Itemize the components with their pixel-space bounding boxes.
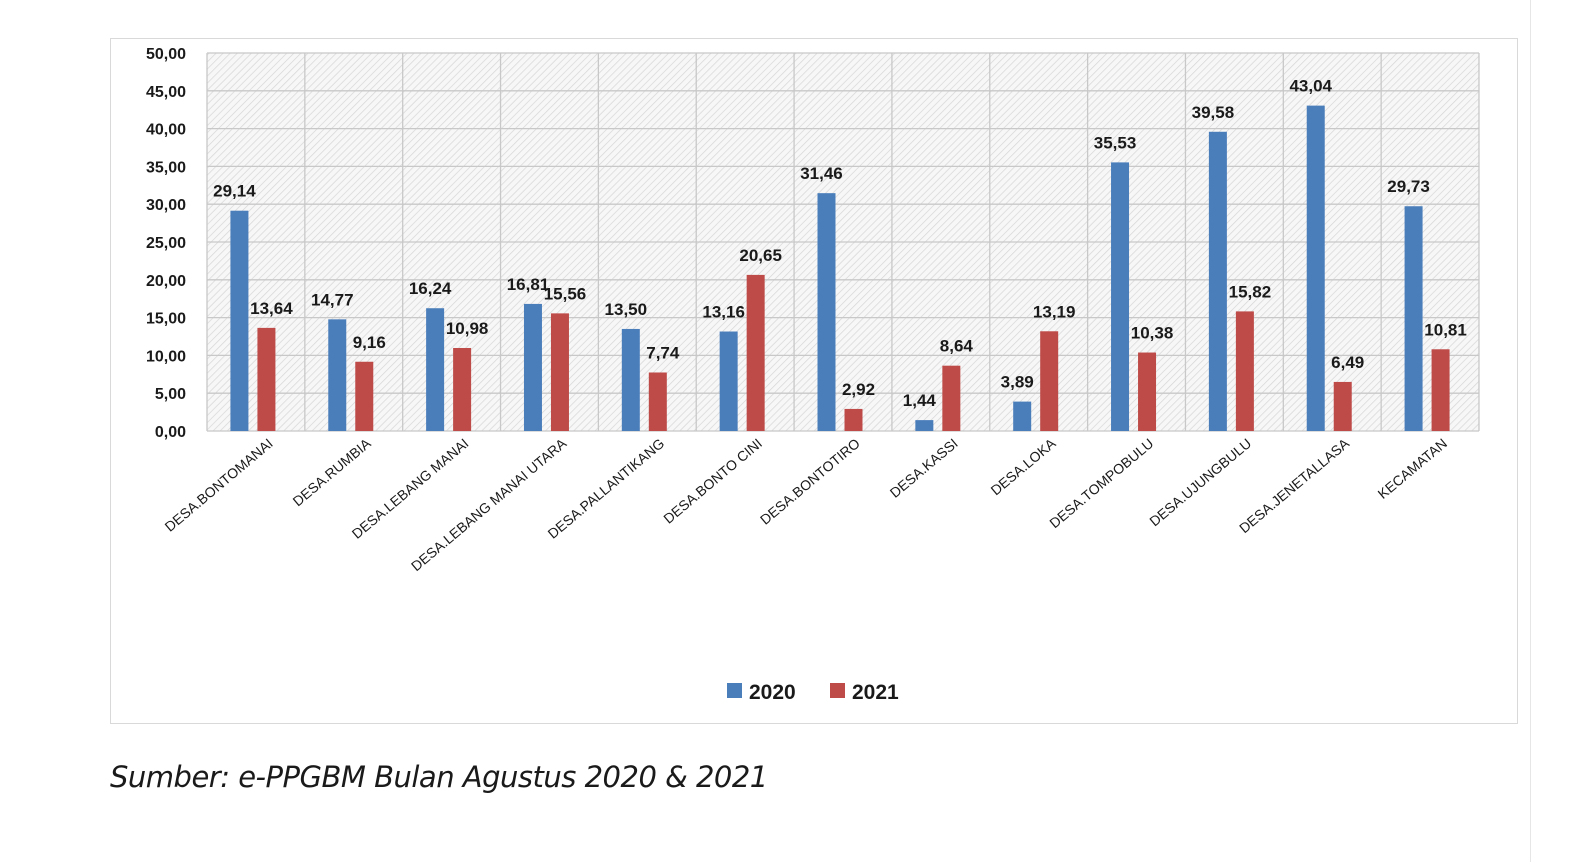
- data-label-2020-4: 13,50: [605, 300, 648, 319]
- category-label: DESA.KASSI: [887, 435, 961, 501]
- y-tick-label: 45,00: [146, 84, 186, 101]
- y-tick-label: 20,00: [146, 273, 186, 290]
- bar-2020-6: [817, 193, 836, 431]
- y-tick-label: 25,00: [146, 235, 186, 252]
- bar-2020-8: [1013, 401, 1032, 431]
- data-label-2021-6: 2,92: [842, 380, 875, 399]
- data-label-2020-3: 16,81: [507, 275, 550, 294]
- data-label-2020-12: 29,73: [1387, 177, 1430, 196]
- y-tick-label: 5,00: [155, 386, 186, 403]
- y-axis-ticks: 0,00 5,00 10,00 15,00 20,00 25,00 30,00 35,00 40…: [146, 46, 186, 441]
- bar-2020-5: [719, 331, 738, 431]
- category-labels: DESA.BONTOMANAI DESA.RUMBIA DESA.LEBANG MA…: [161, 435, 1450, 575]
- bar-2021-5: [746, 274, 765, 431]
- data-label-2020-7: 1,44: [903, 391, 937, 410]
- data-label-2021-8: 13,19: [1033, 302, 1076, 321]
- bar-2021-10: [1235, 311, 1254, 431]
- y-tick-label: 40,00: [146, 122, 186, 139]
- data-label-2021-7: 8,64: [940, 337, 974, 356]
- y-tick-label: 15,00: [146, 311, 186, 328]
- data-label-2020-5: 13,16: [702, 303, 745, 322]
- data-label-2021-5: 20,65: [739, 246, 782, 265]
- bar-2020-3: [523, 303, 542, 431]
- y-tick-label: 10,00: [146, 348, 186, 365]
- bar-2020-12: [1404, 206, 1423, 431]
- bar-2020-0: [230, 210, 249, 431]
- source-note: Sumber: e-PPGBM Bulan Agustus 2020 & 202…: [110, 760, 768, 794]
- data-label-2021-2: 10,98: [446, 319, 489, 338]
- data-label-2020-6: 31,46: [800, 164, 843, 183]
- bar-2020-10: [1208, 131, 1227, 431]
- gridlines: [206, 52, 1480, 432]
- category-label: DESA.UJUNGBULU: [1146, 435, 1254, 529]
- bar-2021-0: [257, 327, 276, 431]
- y-tick-label: 35,00: [146, 159, 186, 176]
- bar-2021-3: [550, 313, 569, 431]
- bar-2020-11: [1306, 105, 1325, 431]
- data-label-2021-3: 15,56: [544, 284, 587, 303]
- bars: [230, 105, 1450, 432]
- category-label: DESA.RUMBIA: [290, 435, 375, 510]
- data-label-2021-9: 10,38: [1131, 324, 1174, 343]
- bar-2021-6: [844, 408, 863, 431]
- bar-2020-1: [328, 319, 347, 431]
- y-tick-label: 30,00: [146, 197, 186, 214]
- bar-2020-2: [426, 308, 445, 431]
- data-label-2021-10: 15,82: [1229, 282, 1272, 301]
- data-label-2020-8: 3,89: [1001, 373, 1034, 392]
- page-edge-rule: [1530, 0, 1531, 862]
- legend-label-2020: 2020: [749, 681, 796, 704]
- data-label-2021-11: 6,49: [1331, 353, 1364, 372]
- category-label: DESA.BONTO CINI: [660, 435, 765, 527]
- data-label-2020-1: 14,77: [311, 290, 354, 309]
- bar-2021-8: [1040, 331, 1059, 431]
- bar-2021-4: [648, 372, 667, 431]
- bar-2021-1: [355, 361, 374, 431]
- data-label-2020-2: 16,24: [409, 279, 452, 298]
- data-label-2020-10: 39,58: [1192, 103, 1235, 122]
- category-label: DESA.LOKA: [988, 435, 1060, 499]
- legend: 2020 2021: [727, 681, 899, 704]
- category-label: DESA.BONTOMANAI: [161, 435, 275, 535]
- category-label: DESA.JENETALLASA: [1236, 435, 1353, 537]
- data-label-2021-12: 10,81: [1424, 320, 1467, 339]
- bar-2021-7: [942, 365, 961, 431]
- bar-2020-4: [621, 328, 640, 431]
- y-tick-label: 0,00: [155, 424, 186, 441]
- category-label: DESA.TOMPOBULU: [1046, 435, 1156, 531]
- data-label-2020-9: 35,53: [1094, 133, 1137, 152]
- data-label-2020-0: 29,14: [213, 182, 256, 201]
- legend-label-2021: 2021: [852, 681, 899, 704]
- data-label-2021-0: 13,64: [250, 299, 293, 318]
- data-label-2021-1: 9,16: [353, 333, 386, 352]
- bar-2021-9: [1138, 352, 1157, 431]
- legend-swatch-2020: [727, 683, 742, 698]
- category-label: KECAMATAN: [1375, 435, 1450, 502]
- y-tick-label: 50,00: [146, 46, 186, 63]
- category-label: DESA.LEBANG MANAI UTARA: [408, 435, 570, 575]
- bar-2021-12: [1431, 349, 1450, 431]
- data-label-2020-11: 43,04: [1289, 77, 1332, 96]
- bar-2021-2: [453, 347, 472, 431]
- bar-2020-9: [1111, 162, 1130, 432]
- data-label-2021-4: 7,74: [646, 343, 680, 362]
- bar-2021-11: [1333, 381, 1352, 431]
- bar-2020-7: [915, 420, 934, 431]
- category-label: DESA.BONTOTIRO: [757, 435, 863, 528]
- legend-swatch-2021: [830, 683, 845, 698]
